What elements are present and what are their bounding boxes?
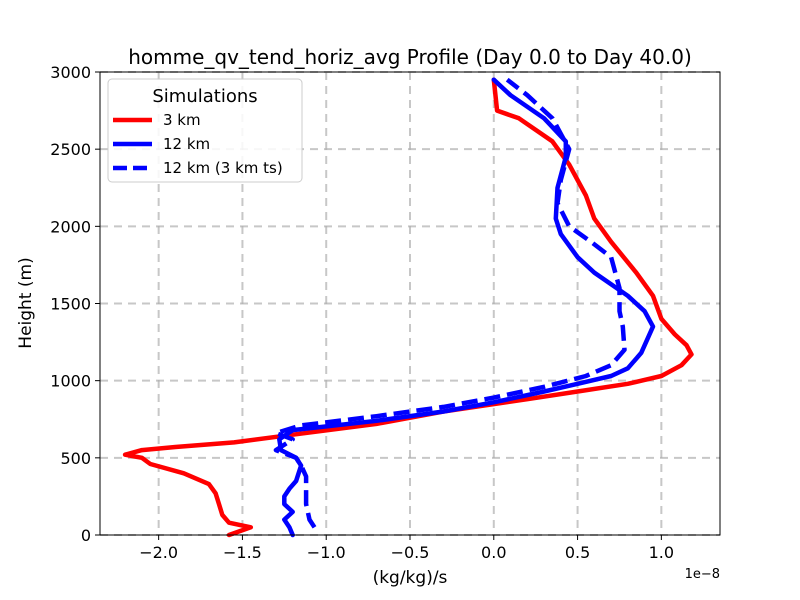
x-tick-label: −1.5 <box>223 543 262 562</box>
series-line-12-km-3-km-ts <box>273 77 627 529</box>
legend: Simulations 3 km 12 km 12 km (3 km ts) <box>107 78 303 183</box>
y-tick-label: 3000 <box>50 63 91 82</box>
y-tick-label: 500 <box>60 449 91 468</box>
x-tick-label: −1.0 <box>307 543 346 562</box>
y-axis-label: Height (m) <box>16 257 36 348</box>
x-offset-label: 1e−8 <box>685 567 720 582</box>
legend-box <box>107 78 303 183</box>
y-tick-label: 1500 <box>50 295 91 314</box>
y-tick-label: 1000 <box>50 372 91 391</box>
legend-label: 12 km (3 km ts) <box>163 159 283 177</box>
series-line-3-km <box>122 77 694 538</box>
series-layer <box>122 77 694 538</box>
y-tick-label: 2500 <box>50 140 91 159</box>
x-tick-label: 0.5 <box>565 543 590 562</box>
x-tick-label: 1.0 <box>649 543 674 562</box>
legend-entries: 3 km 12 km 12 km (3 km ts) <box>113 111 283 177</box>
x-axis-label: (kg/kg)/s <box>373 568 448 588</box>
x-tick-label: 0.0 <box>481 543 506 562</box>
series-line-12-km <box>277 77 656 538</box>
legend-label: 12 km <box>163 135 210 153</box>
x-tick-label: −0.5 <box>391 543 430 562</box>
legend-title: Simulations <box>152 86 257 107</box>
y-tick-label: 0 <box>81 526 91 545</box>
chart-title: homme_qv_tend_horiz_avg Profile (Day 0.0… <box>128 45 692 69</box>
x-tick-label: −2.0 <box>139 543 178 562</box>
y-axis-ticks: 0 500 1000 1500 2000 2500 3000 <box>50 63 100 545</box>
y-tick-label: 2000 <box>50 217 91 236</box>
legend-label: 3 km <box>163 111 201 129</box>
x-axis-ticks: −2.0 −1.5 −1.0 −0.5 0.0 0.5 1.0 <box>139 535 674 562</box>
